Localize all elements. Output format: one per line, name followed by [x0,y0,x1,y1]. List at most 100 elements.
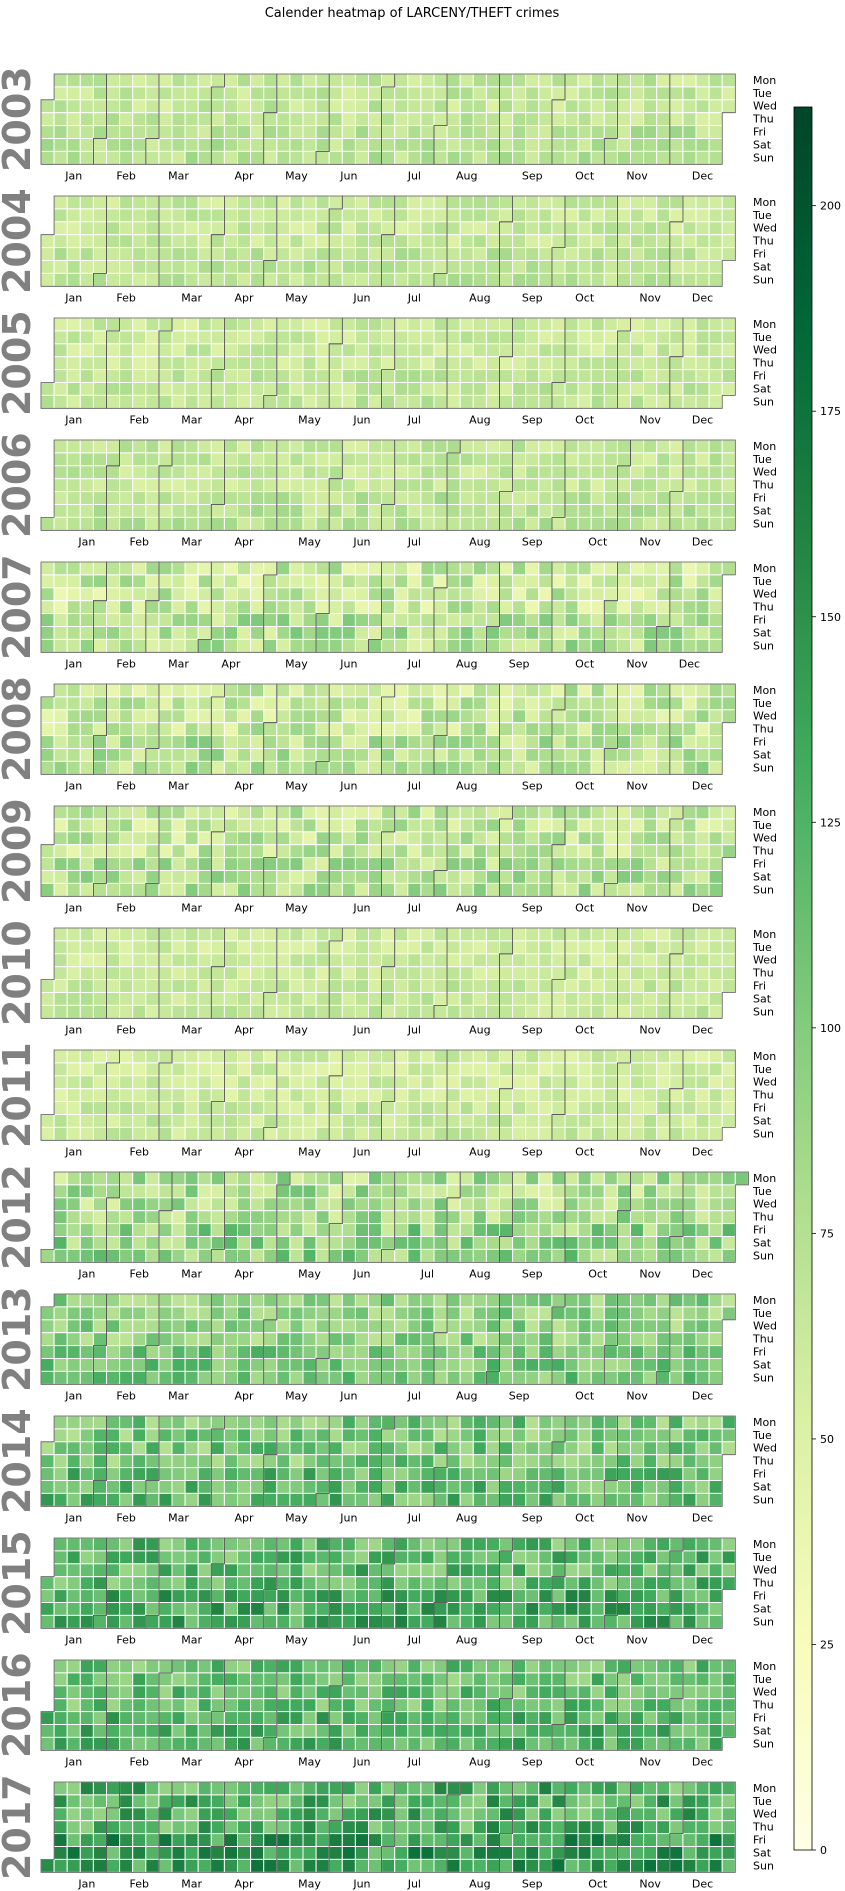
day-cell [407,330,422,345]
day-cell [708,805,723,820]
day-cell [603,478,618,493]
day-cell [708,234,723,249]
day-cell [381,491,396,506]
day-cell [472,638,487,653]
day-cell [564,927,579,942]
day-cell [485,1184,500,1199]
day-cell [603,831,618,846]
day-cell [420,221,435,236]
day-cell [184,1576,199,1591]
day-cell [92,1197,108,1212]
day-cell [485,1004,500,1019]
day-cell [407,356,422,371]
day-cell [197,1088,212,1103]
day-cell [210,1210,225,1225]
day-cell [354,452,369,467]
day-cell [184,638,199,653]
day-cell [223,1415,238,1430]
day-cell [616,1236,632,1250]
day-cell [66,1319,81,1334]
day-cell [158,272,173,287]
day-cell [276,1101,291,1115]
day-cell [603,1062,618,1077]
day-cell [446,1004,461,1019]
day-cell [459,882,474,897]
day-cell [53,1345,68,1359]
day-cell [276,1370,291,1385]
day-cell [420,1306,435,1321]
day-cell [119,317,134,332]
month-label: Mar [168,1389,189,1402]
day-cell [577,1441,592,1456]
day-cell [603,369,618,384]
day-cell [53,1184,68,1199]
day-cell [53,966,68,981]
day-cell [119,221,134,236]
day-cell [289,882,304,897]
day-cell [223,805,238,820]
day-cell [721,1062,736,1077]
day-cell [250,1480,265,1494]
day-cell [394,709,409,724]
day-cell [616,478,632,493]
day-cell [106,709,121,724]
day-cell [354,1537,369,1552]
day-cell [682,613,697,627]
day-cell [223,1293,238,1308]
day-cell [630,343,645,358]
day-cell [40,1589,55,1603]
day-cell [656,760,671,775]
day-cell [433,940,448,955]
day-cell [276,1589,291,1603]
day-cell [289,1563,304,1578]
day-cell [106,1480,121,1494]
day-cell [210,1480,225,1494]
day-cell [512,1197,527,1212]
day-cell [656,870,671,884]
day-cell [630,1004,645,1019]
day-cell [643,818,658,833]
day-cell [171,613,186,627]
day-cell [315,1614,330,1629]
month-label: Jun [339,1511,357,1524]
day-cell [381,613,396,627]
day-cell [525,870,540,884]
day-cell [577,953,592,968]
day-cell [407,587,422,602]
day-cell [79,382,94,396]
day-cell [302,1236,317,1250]
day-cell [276,953,291,968]
day-cell [40,1441,55,1456]
day-cell [302,1415,317,1430]
month-boundaries [40,1293,736,1385]
month-label: Sep [522,1267,543,1280]
day-cell [66,138,81,152]
day-cell [106,195,121,210]
day-cell [368,1184,383,1199]
day-cell [354,831,369,846]
day-cell [459,439,474,454]
day-cell [708,1184,723,1199]
day-cell [630,587,645,602]
day-cell [341,1049,356,1064]
day-cell [92,112,108,127]
day-cell [250,561,265,576]
month-boundaries [40,1049,736,1141]
day-cell [92,940,108,955]
day-cell [210,394,225,409]
day-cell [446,1415,461,1430]
day-cell [210,966,225,981]
day-cell [407,600,422,615]
day-cell [643,966,658,981]
day-cell [485,722,500,737]
day-cell [315,1480,330,1494]
day-cell [328,1126,343,1141]
day-cell [643,1049,658,1064]
day-cell [53,1614,68,1629]
day-cell [682,394,697,409]
weekday-label: Sat [753,504,772,517]
day-cell [40,125,55,139]
day-cell [341,1075,356,1090]
day-cell [420,992,435,1006]
day-cell [145,844,160,859]
